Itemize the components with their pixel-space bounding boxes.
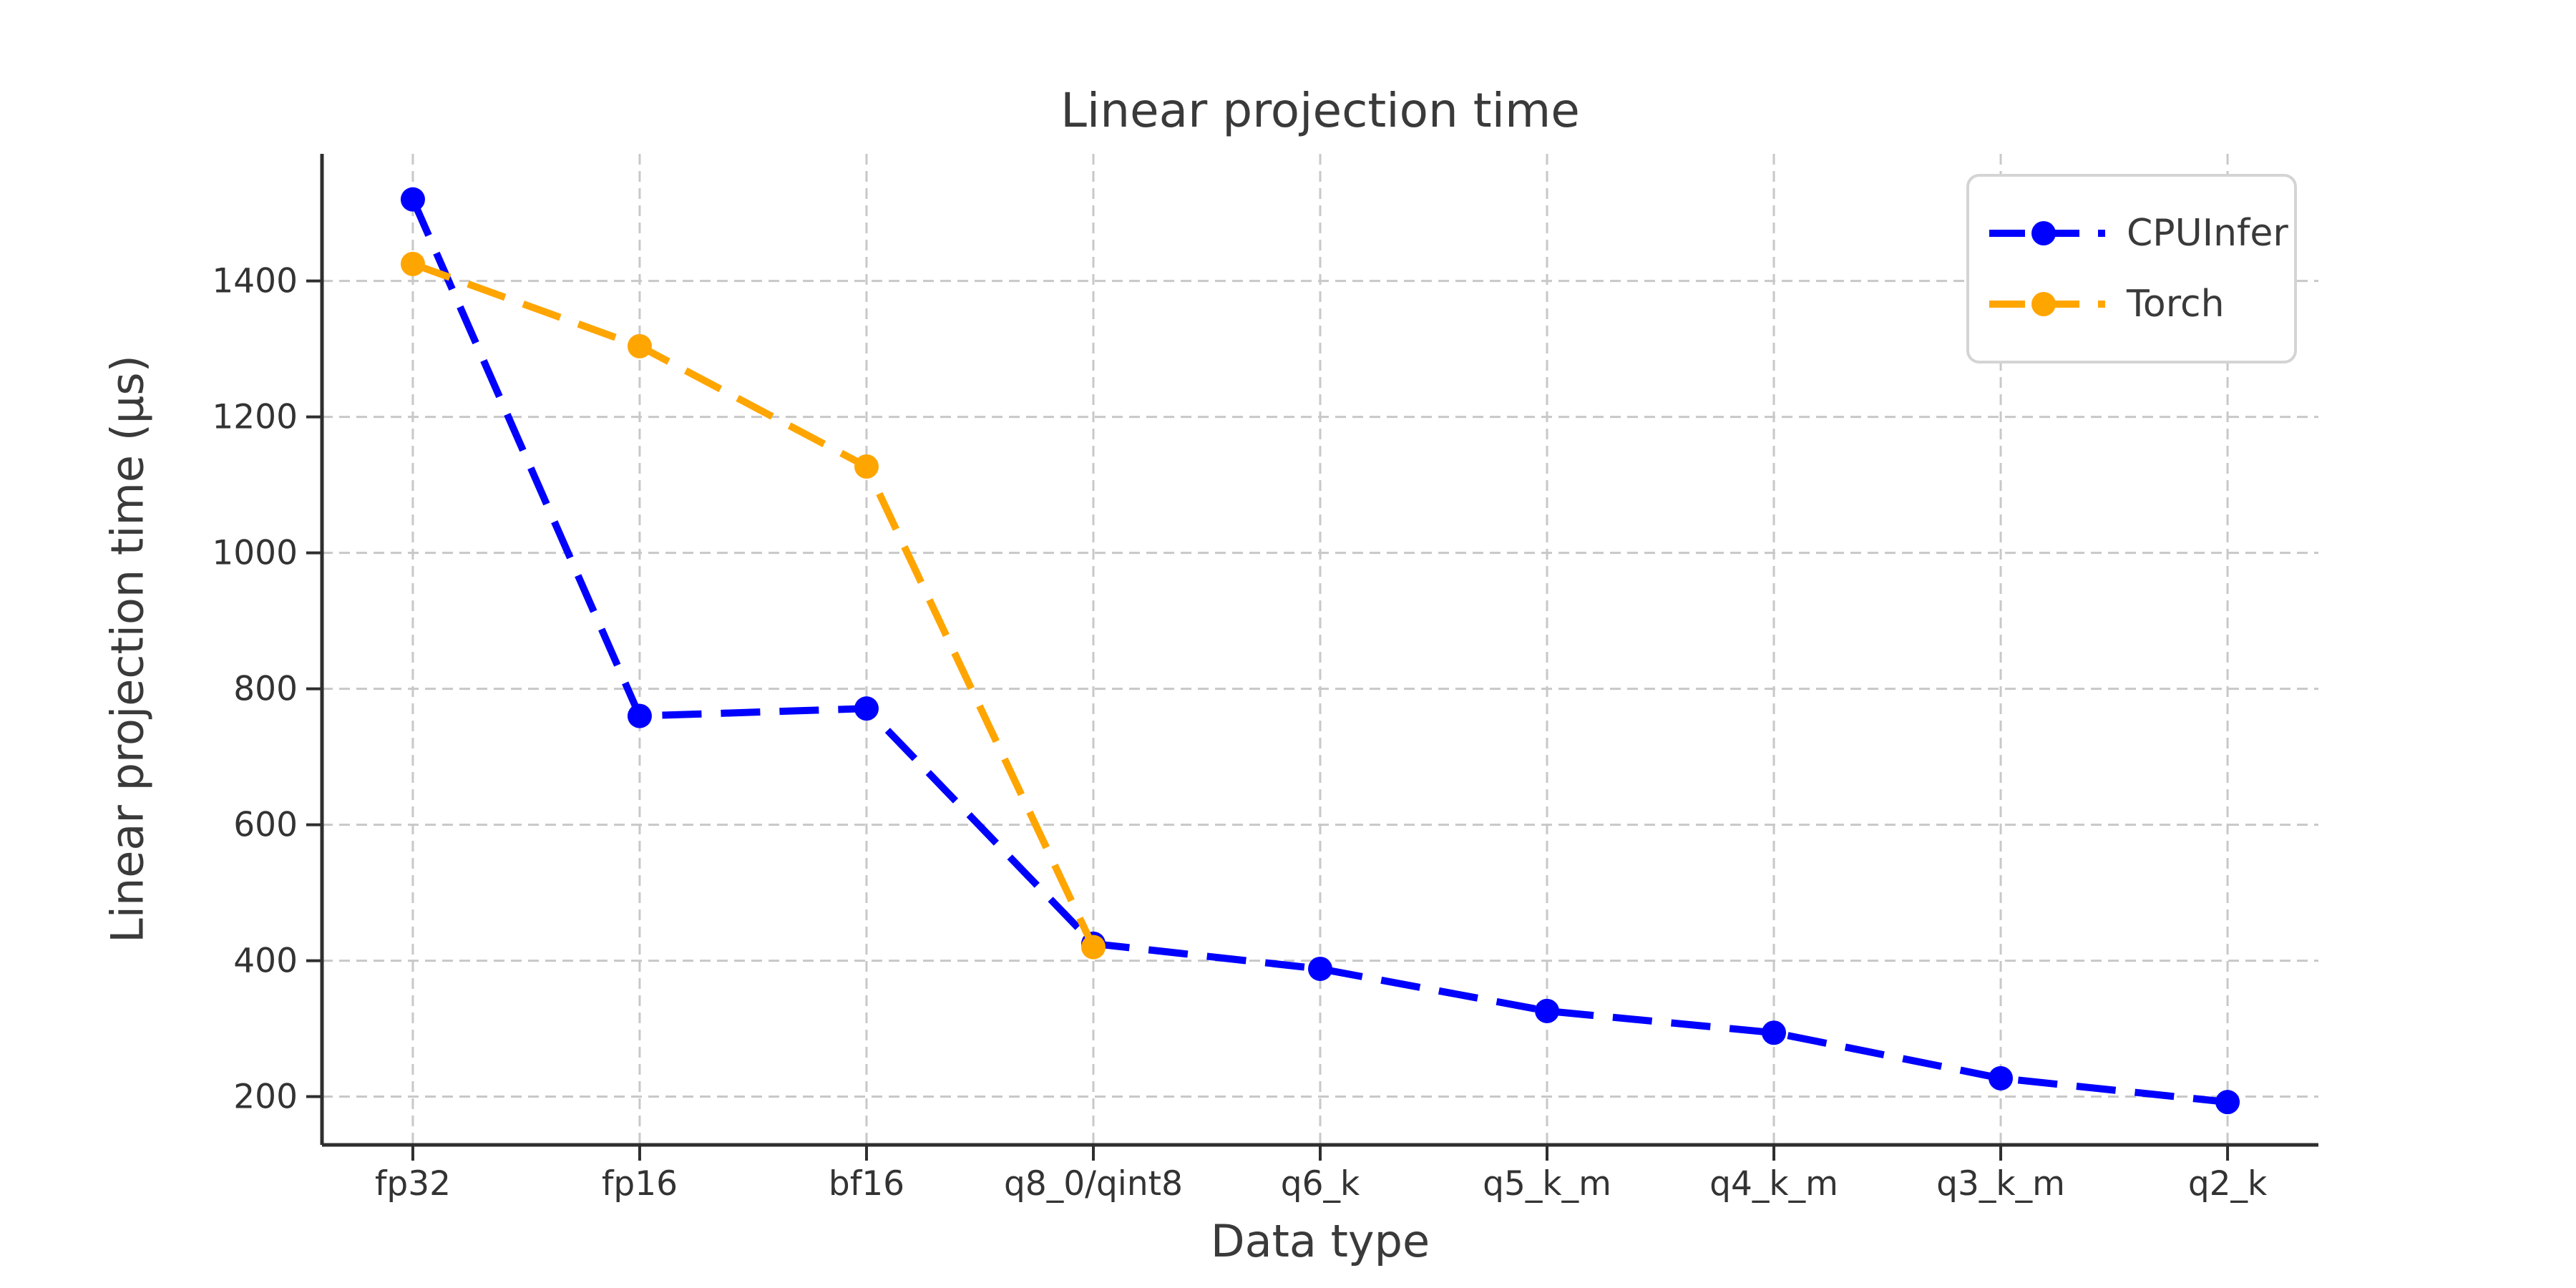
svg-text:1200: 1200 xyxy=(212,398,298,437)
svg-text:400: 400 xyxy=(233,942,298,981)
legend-label-torch: Torch xyxy=(2127,283,2225,326)
svg-text:q4_k_m: q4_k_m xyxy=(1709,1164,1838,1204)
legend: CPUInfer Torch xyxy=(1966,174,2297,364)
series-torch xyxy=(400,251,1106,960)
data-point-cpuinfer xyxy=(2215,1090,2240,1115)
data-point-cpuinfer xyxy=(627,703,652,728)
axes xyxy=(306,154,2318,1161)
x-tick-labels: fp32 fp16 bf16 q8_0/qint8 q6_k q5_k_m q4_k_m q3… xyxy=(375,1164,2268,1204)
svg-text:1400: 1400 xyxy=(212,262,298,301)
svg-text:600: 600 xyxy=(233,806,298,845)
torch-line-sample-icon xyxy=(1989,292,2105,316)
chart-title: Linear projection time xyxy=(1060,83,1580,138)
data-point-torch xyxy=(400,251,425,276)
svg-text:q5_k_m: q5_k_m xyxy=(1483,1164,1611,1204)
legend-item-torch: Torch xyxy=(1986,283,2277,326)
x-axis-label: Data type xyxy=(1210,1215,1430,1267)
svg-text:q8_0/qint8: q8_0/qint8 xyxy=(1004,1164,1183,1204)
svg-text:200: 200 xyxy=(233,1078,298,1117)
data-point-cpuinfer xyxy=(1762,1020,1787,1045)
svg-text:fp16: fp16 xyxy=(602,1164,678,1204)
data-point-cpuinfer xyxy=(854,696,879,721)
legend-label-cpuinfer: CPUInfer xyxy=(2127,212,2288,255)
y-tick-labels: 200 400 600 800 1000 1200 1400 xyxy=(212,262,298,1117)
data-point-torch xyxy=(1080,935,1106,960)
cpuinfer-line-sample-icon xyxy=(1989,221,2105,245)
svg-text:q6_k: q6_k xyxy=(1281,1164,1360,1204)
svg-text:fp32: fp32 xyxy=(375,1164,451,1204)
svg-text:bf16: bf16 xyxy=(829,1164,904,1204)
svg-text:800: 800 xyxy=(233,670,298,709)
data-point-cpuinfer xyxy=(1535,998,1560,1023)
data-point-cpuinfer xyxy=(1308,956,1332,981)
svg-text:q3_k_m: q3_k_m xyxy=(1936,1164,2065,1204)
legend-item-cpuinfer: CPUInfer xyxy=(1986,212,2288,255)
data-point-torch xyxy=(854,454,879,479)
data-point-torch xyxy=(627,333,652,358)
data-point-cpuinfer xyxy=(1989,1065,2014,1091)
svg-text:1000: 1000 xyxy=(212,534,298,573)
svg-text:q2_k: q2_k xyxy=(2188,1164,2268,1204)
y-axis-label: Linear projection time (μs) xyxy=(101,355,154,943)
data-point-cpuinfer xyxy=(400,187,425,212)
